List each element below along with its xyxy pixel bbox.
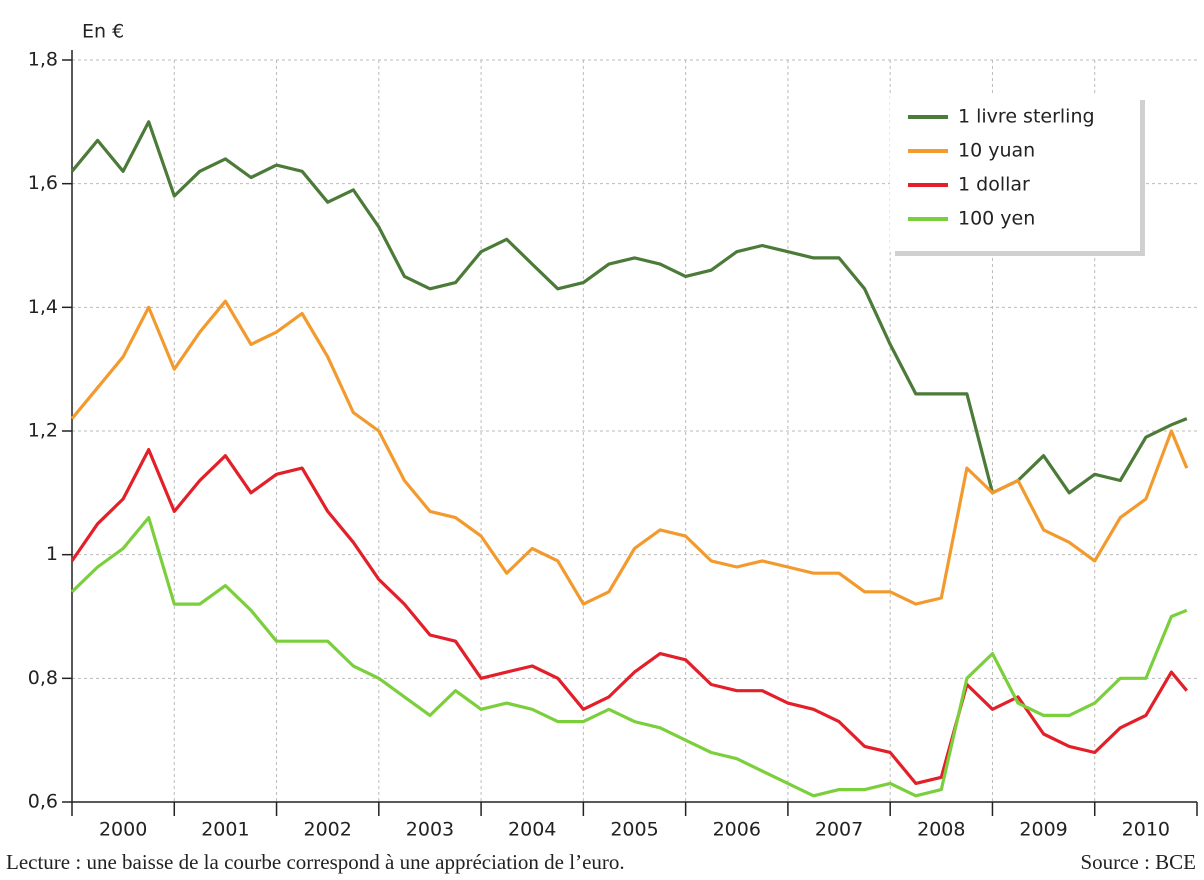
x-tick-label: 2002 [304,819,352,841]
x-tick-label: 2003 [406,819,454,841]
y-tick-label: 1 [46,543,58,565]
y-tick-label: 1,6 [28,172,58,194]
y-tick-label: 0,6 [28,791,58,813]
y-axis-label: En € [82,21,124,43]
legend-label: 10 yuan [958,140,1035,162]
y-tick-label: 0,8 [28,667,58,689]
y-tick-label: 1,8 [28,49,58,71]
x-tick-label: 2004 [508,819,556,841]
legend-label: 100 yen [958,208,1035,230]
x-tick-label: 2001 [201,819,249,841]
line-series [70,516,1188,798]
x-tick-label: 2009 [1019,819,1067,841]
legend [890,95,1140,251]
legend-label: 1 dollar [958,174,1030,196]
line-series [70,448,1189,785]
line-series [70,299,1189,606]
x-tick-label: 2006 [713,819,761,841]
y-tick-label: 1,4 [28,296,58,318]
note: Lecture : une baisse de la courbe corres… [6,850,625,874]
x-tick-label: 2008 [917,819,965,841]
legend-label: 1 livre sterling [958,106,1095,128]
x-tick-label: 2010 [1122,819,1170,841]
y-tick-label: 1,2 [28,420,58,442]
x-tick-label: 2007 [815,819,863,841]
x-tick-label: 2000 [99,819,147,841]
x-tick-label: 2005 [610,819,658,841]
source: Source : BCE [1081,850,1197,874]
